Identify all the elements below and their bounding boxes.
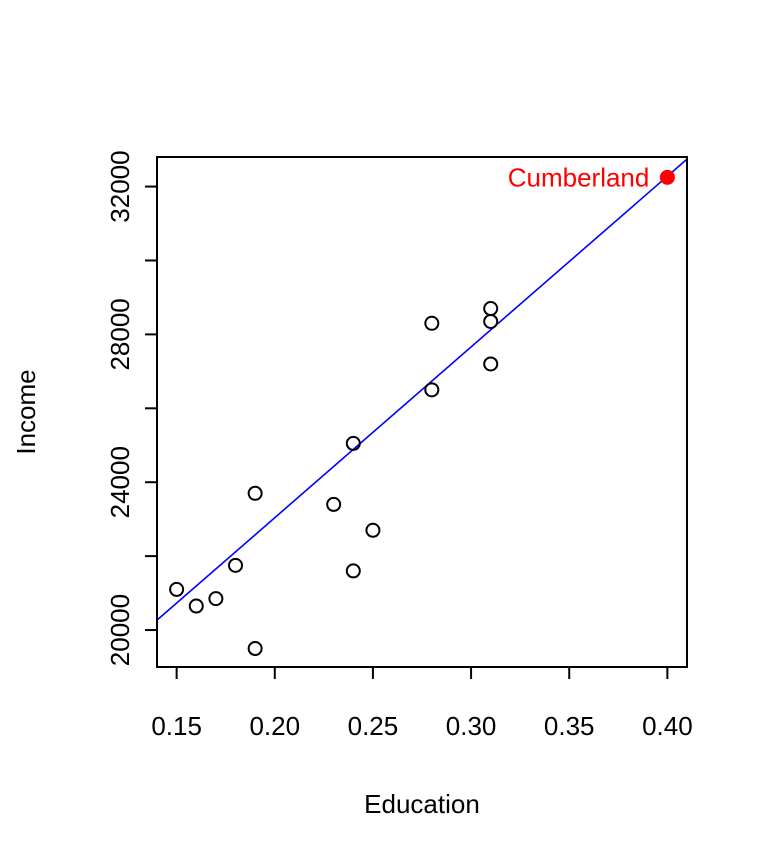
data-point — [484, 357, 497, 370]
y-tick-label: 24000 — [105, 446, 135, 518]
x-tick-label: 0.35 — [544, 711, 595, 741]
y-axis-label: Income — [11, 369, 41, 454]
highlight-label: Cumberland — [508, 162, 650, 192]
regression-line — [157, 159, 687, 620]
data-point — [249, 487, 262, 500]
data-point — [249, 642, 262, 655]
data-point — [170, 583, 183, 596]
data-point — [484, 315, 497, 328]
data-point — [327, 498, 340, 511]
y-tick-label: 20000 — [105, 594, 135, 666]
data-point — [209, 592, 222, 605]
plot-frame — [157, 157, 687, 667]
data-point — [347, 437, 360, 450]
x-tick-label: 0.15 — [151, 711, 202, 741]
data-point — [190, 600, 203, 613]
highlight-point — [661, 171, 674, 184]
x-tick-label: 0.20 — [249, 711, 300, 741]
data-point — [425, 383, 438, 396]
data-point — [366, 524, 379, 537]
data-point — [425, 317, 438, 330]
data-point — [229, 559, 242, 572]
x-tick-label: 0.40 — [642, 711, 693, 741]
x-tick-label: 0.30 — [446, 711, 497, 741]
x-axis-label: Education — [364, 789, 480, 819]
y-tick-label: 32000 — [105, 150, 135, 222]
data-point — [484, 302, 497, 315]
x-tick-label: 0.25 — [348, 711, 399, 741]
y-tick-label: 28000 — [105, 298, 135, 370]
data-point — [347, 564, 360, 577]
